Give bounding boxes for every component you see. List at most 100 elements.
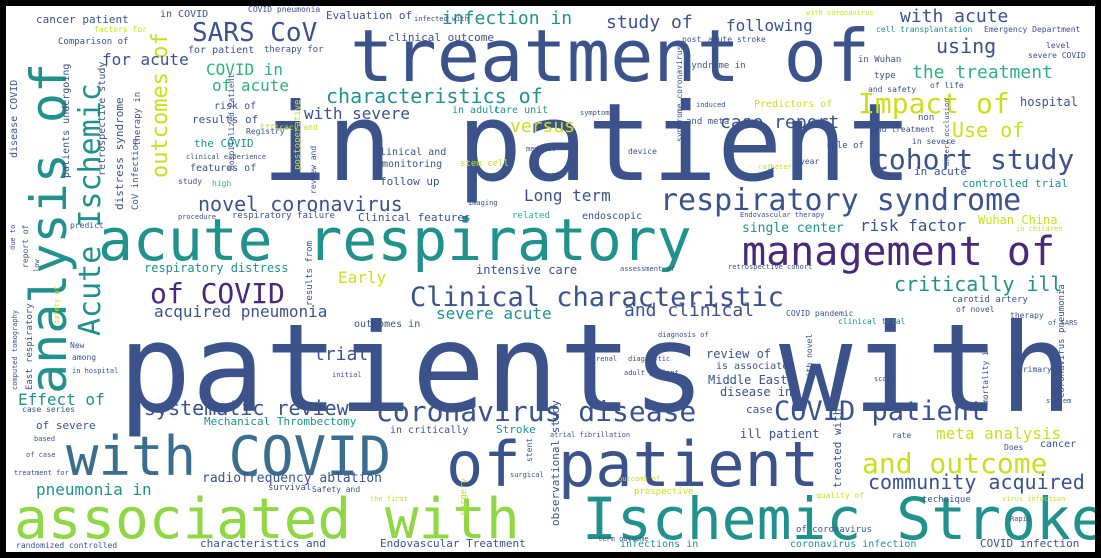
word-role-of: role of — [826, 141, 864, 151]
word-endovascular-therapy: Endovascular therapy — [740, 211, 825, 219]
word-level: level — [1046, 41, 1071, 50]
word-carotid-artery: carotid artery — [952, 295, 1028, 305]
word-of-coronavirus: of coronavirus — [796, 525, 872, 535]
word-radiofrequency-ablation: radiofrequency ablation — [202, 471, 383, 486]
word-randomized-controlled: randomized controlled — [16, 541, 118, 550]
word-safety-of: safety of — [53, 286, 61, 324]
word-pneumonia-in: pneumonia in — [36, 480, 152, 499]
word-clinical-outcome: clinical outcome — [388, 31, 494, 44]
word-due-to: due to — [9, 224, 17, 250]
word-case-report: case report — [720, 112, 840, 133]
word-efficacy-and: Efficacy and — [260, 123, 318, 132]
word-of-life: of life — [930, 81, 964, 90]
word-and-safety: and safety — [868, 85, 917, 94]
word-clinical-trial: clinical trial — [838, 317, 906, 326]
word-renal: renal — [596, 355, 618, 363]
word-with-covid: with COVID — [66, 425, 392, 488]
word-review-of: review of — [706, 347, 772, 361]
word-mortality-in: mortality in — [981, 346, 990, 404]
word-with-severe: with severe — [304, 104, 410, 123]
word-for-acute: for acute — [102, 50, 189, 69]
word-therapy-in: therapy in — [133, 91, 143, 146]
word-with-acute: with acute — [900, 6, 1009, 27]
word-the-first: the first — [370, 495, 408, 503]
word-in-acute: in acute — [914, 165, 967, 178]
word-imaging: imaging — [468, 199, 498, 207]
word-middle-east: Middle East — [708, 373, 788, 387]
word-initial: initial — [332, 371, 362, 379]
word-retrospective-study: retrospective study — [97, 61, 108, 176]
word-term-outcome: term outcome — [598, 535, 649, 543]
word-report-of: report of — [21, 224, 30, 268]
word-diagnostic: diagnostic — [628, 355, 671, 363]
word-infections-in: infections in — [620, 539, 699, 550]
word-technique: technique — [922, 495, 971, 505]
word-outcome-of: outcome of — [618, 475, 661, 483]
word-respiratory-failure: respiratory failure — [232, 211, 335, 221]
word-acute-respiratory: acute respiratory — [98, 206, 692, 274]
word-induced: induced — [696, 101, 726, 109]
word-high: high — [212, 179, 232, 188]
word-score: score — [874, 375, 896, 383]
word-in-covid-top: in COVID — [158, 10, 163, 11]
word-syndrome-coronavirus: syndrome coronavirus — [675, 45, 684, 142]
word-long-term: Long term — [524, 186, 611, 205]
word-meta-analysis: meta analysis — [936, 424, 1062, 443]
word-retrospective-cohort: retrospective cohort — [728, 263, 813, 271]
word-predict: predict — [70, 221, 104, 230]
word-evaluation-of: Evaluation of — [326, 9, 413, 22]
word-patients-undergoing: patients undergoing — [61, 63, 72, 178]
word-postoperative: postoperative — [293, 99, 303, 170]
word-does: Does — [1004, 443, 1024, 452]
word-stent: stent — [525, 437, 534, 462]
word-early: Early — [338, 268, 387, 287]
word-for-patient: for patient — [188, 45, 255, 56]
word-is-associated: is associated — [716, 361, 795, 372]
word-in-children: in children — [1016, 225, 1063, 233]
word-based: based — [34, 435, 56, 443]
word-clinical-and: Clinical and — [374, 147, 447, 158]
word-of-case: of case — [26, 451, 56, 459]
word-in-wuhan: in Wuhan — [858, 55, 902, 65]
word-the-covid: the COVID — [194, 137, 254, 150]
word-procedure: procedure — [178, 213, 216, 221]
word-critically-ill: critically ill — [894, 272, 1063, 296]
word-of-severe: of severe — [36, 419, 96, 432]
word-characteristics-of: characteristics of — [326, 84, 543, 108]
word-the-treatment: the treatment — [912, 62, 1053, 83]
word-patients-with: patients with — [118, 298, 1073, 440]
word-artery-occlusion: artery occlusion — [943, 98, 951, 166]
word-using: using — [936, 34, 997, 58]
word-of-patient: of patient — [446, 428, 820, 501]
word-stem-cell: stem cell — [460, 159, 509, 169]
word-trial: trial — [314, 344, 369, 365]
word-and-meta: and meta — [686, 117, 730, 127]
word-case-series: case series — [22, 405, 75, 414]
word-type: type — [874, 71, 896, 81]
word-survival: survival — [268, 483, 312, 493]
word-coronavirus-infection: coronavirus infection — [790, 539, 917, 550]
word-cohort-study: cohort study — [872, 143, 1075, 176]
word-primary: primary — [1018, 365, 1052, 374]
word-year: year — [800, 157, 820, 166]
word-in-hospital: in hospital — [72, 367, 119, 375]
word-and-clinical: and clinical — [624, 300, 755, 321]
word-cancer: cancer — [1040, 439, 1077, 450]
word-treated-with: treated with — [831, 408, 844, 488]
word-new: New — [70, 341, 85, 350]
word-study: study — [178, 177, 203, 186]
word-infection-in: infection in — [442, 8, 573, 29]
word-systematic-review: systematic review — [144, 396, 349, 420]
word-controlled-trial: controlled trial — [962, 177, 1068, 190]
word-of-acute: of acute — [212, 76, 290, 95]
word-therapy-for: therapy for — [264, 45, 324, 55]
word-cov-infection: CoV infection — [131, 139, 141, 210]
word-clinical-characteristic: Clinical characteristic — [410, 282, 784, 313]
word-catheter: catheter — [758, 163, 792, 171]
word-symptom: symptom — [580, 109, 610, 117]
word-respiratory-distress: respiratory distress — [144, 261, 289, 275]
word-surgical: surgical — [510, 471, 544, 479]
word-of-covid: of COVID — [150, 277, 285, 310]
word-single-center: single center — [742, 221, 844, 236]
